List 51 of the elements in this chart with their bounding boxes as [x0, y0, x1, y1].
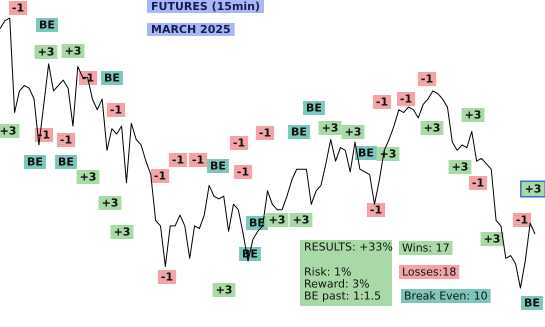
annotation: -1: [258, 126, 272, 140]
annotation: Losses:18: [402, 266, 456, 278]
annotation: BE: [27, 156, 43, 168]
annotation: +3: [524, 182, 542, 196]
text: -1: [12, 2, 24, 14]
annotation: +3: [484, 232, 500, 246]
annotation: BE: [39, 18, 55, 32]
annotation: RESULTS: +33%: [304, 240, 393, 254]
annotation: +3: [292, 214, 310, 226]
annotation: +3: [216, 284, 232, 296]
text: Break Even: 10: [404, 290, 488, 302]
annotation: Risk: 1%: [304, 266, 352, 278]
annotation: -1: [420, 72, 434, 86]
text: MARCH 2025: [151, 23, 231, 36]
text: BE: [524, 296, 540, 310]
annotation: +3: [452, 160, 468, 174]
annotation: -1: [110, 104, 122, 116]
annotation: BE: [306, 102, 322, 114]
annotation: BE: [358, 146, 374, 160]
annotation: +3: [38, 46, 54, 58]
annotation: -1: [516, 214, 528, 226]
annotation: +3: [0, 124, 16, 138]
annotation: BE: [58, 156, 74, 168]
annotation: +3: [114, 226, 130, 238]
annotation: +3: [322, 122, 338, 134]
annotation: BE: [291, 126, 307, 138]
text: BE past: 1:1.5: [304, 290, 382, 302]
annotation: -1: [60, 134, 72, 146]
annotation: +3: [424, 122, 440, 134]
annotation: -1: [192, 154, 204, 166]
annotation: -1: [472, 176, 484, 190]
annotation: +3: [268, 214, 286, 226]
chart-title: FUTURES (15min): [151, 0, 260, 13]
annotation: +3: [80, 170, 96, 184]
annotation: -1: [232, 136, 246, 150]
annotation: -1: [82, 72, 94, 84]
annotation: +3: [102, 196, 118, 210]
annotation: Reward: 3%: [304, 278, 370, 290]
annotation: -1: [400, 92, 412, 106]
annotation: -1: [160, 270, 174, 284]
annotation: -1: [172, 154, 184, 166]
annotation: +3: [64, 44, 82, 58]
annotation: +3: [464, 108, 482, 122]
annotation: -1: [370, 204, 382, 216]
annotation: -1: [236, 166, 250, 178]
annotation: -1: [376, 96, 388, 108]
annotation: BE: [210, 160, 226, 172]
annotation: Wins: 17: [402, 242, 450, 254]
annotation: +3: [344, 126, 362, 138]
annotation: BE: [104, 72, 120, 84]
annotation: -1: [154, 170, 166, 182]
